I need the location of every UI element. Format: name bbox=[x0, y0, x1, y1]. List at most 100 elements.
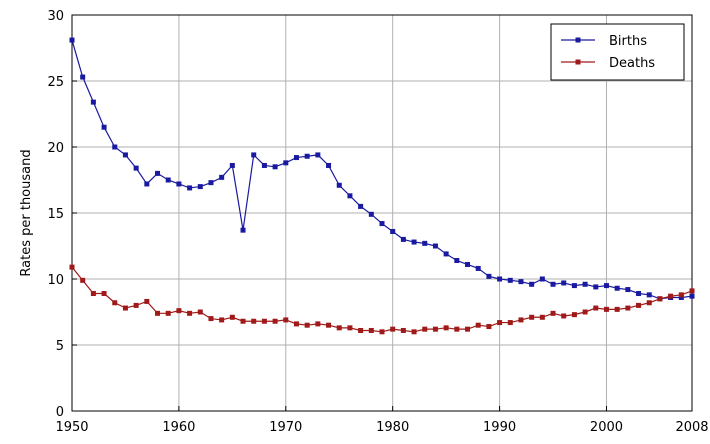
x-tick-label: 2008 bbox=[675, 420, 708, 435]
deaths-point bbox=[69, 264, 75, 270]
deaths-point bbox=[80, 277, 86, 283]
deaths-point bbox=[497, 320, 503, 326]
y-tick-label: 5 bbox=[56, 339, 64, 354]
deaths-point bbox=[219, 317, 225, 323]
deaths-point bbox=[240, 318, 246, 324]
deaths-point bbox=[571, 312, 577, 318]
series-layer bbox=[69, 37, 695, 335]
deaths-point bbox=[326, 322, 332, 328]
births-point bbox=[122, 152, 128, 158]
births-point bbox=[529, 281, 535, 287]
deaths-point bbox=[657, 296, 663, 302]
births-point bbox=[443, 251, 449, 257]
legend: Births Deaths bbox=[550, 23, 685, 81]
y-axis-label: Rates per thousand bbox=[19, 149, 34, 276]
births-point bbox=[454, 258, 460, 264]
births-point bbox=[550, 281, 556, 287]
deaths-series-line bbox=[71, 266, 693, 333]
x-tick-label: 2000 bbox=[590, 420, 623, 435]
births-point bbox=[208, 180, 214, 186]
deaths-point bbox=[208, 316, 214, 322]
deaths-point bbox=[176, 308, 182, 314]
births-point bbox=[229, 162, 235, 168]
deaths-point bbox=[475, 322, 481, 328]
births-point bbox=[593, 284, 599, 290]
births-point bbox=[176, 181, 182, 187]
births-point bbox=[561, 280, 567, 286]
deaths-point bbox=[422, 326, 428, 332]
births-legend-marker bbox=[575, 37, 581, 43]
deaths-point bbox=[582, 309, 588, 315]
births-point bbox=[507, 277, 513, 283]
deaths-point bbox=[400, 327, 406, 333]
births-point bbox=[80, 74, 86, 80]
births-point bbox=[368, 211, 374, 217]
y-tick-label: 20 bbox=[47, 141, 64, 156]
deaths-point bbox=[486, 324, 492, 330]
births-point bbox=[614, 285, 620, 291]
deaths-point bbox=[561, 313, 567, 319]
births-point bbox=[518, 279, 524, 285]
deaths-point bbox=[197, 309, 203, 315]
deaths-point bbox=[529, 314, 535, 320]
births-point bbox=[326, 162, 332, 168]
deaths-point bbox=[636, 302, 642, 308]
x-tick-label: 1990 bbox=[483, 420, 516, 435]
deaths-point bbox=[593, 305, 599, 311]
births-point bbox=[636, 291, 642, 297]
deaths-point bbox=[251, 318, 257, 324]
deaths-point bbox=[101, 291, 107, 297]
deaths-point bbox=[368, 327, 374, 333]
deaths-point bbox=[379, 329, 385, 335]
x-tick-label: 1980 bbox=[376, 420, 409, 435]
births-point bbox=[304, 153, 310, 159]
deaths-point bbox=[390, 326, 396, 332]
births-point bbox=[261, 162, 267, 168]
deaths-point bbox=[283, 317, 289, 323]
deaths-point bbox=[603, 306, 609, 312]
births-point bbox=[497, 276, 503, 282]
births-point bbox=[475, 265, 481, 271]
deaths-point bbox=[347, 325, 353, 331]
y-tick-label: 25 bbox=[47, 75, 64, 90]
births-point bbox=[197, 184, 203, 190]
births-point bbox=[219, 174, 225, 180]
births-point bbox=[465, 261, 471, 267]
births-point bbox=[293, 155, 299, 161]
deaths-legend-marker bbox=[575, 59, 581, 65]
births-point bbox=[347, 193, 353, 199]
x-tick-label: 1970 bbox=[269, 420, 302, 435]
deaths-point bbox=[443, 325, 449, 331]
deaths-point bbox=[518, 317, 524, 323]
deaths-point bbox=[304, 322, 310, 328]
deaths-point bbox=[112, 300, 118, 306]
legend-box bbox=[550, 23, 685, 81]
births-point bbox=[539, 276, 545, 282]
y-tick-label: 10 bbox=[47, 273, 64, 288]
y-tick-label: 15 bbox=[47, 207, 64, 222]
births-point bbox=[411, 239, 417, 245]
births-point bbox=[358, 203, 364, 209]
deaths-point bbox=[90, 291, 96, 297]
deaths-point bbox=[122, 305, 128, 311]
births-point bbox=[486, 273, 492, 279]
deaths-point bbox=[133, 302, 139, 308]
deaths-point bbox=[678, 292, 684, 298]
y-tick-label: 30 bbox=[47, 9, 64, 24]
deaths-point bbox=[411, 329, 417, 335]
births-point bbox=[283, 160, 289, 166]
deaths-point bbox=[293, 321, 299, 327]
births-point bbox=[689, 293, 695, 299]
deaths-point bbox=[465, 326, 471, 332]
deaths-point bbox=[358, 327, 364, 333]
deaths-point bbox=[165, 310, 171, 316]
births-point bbox=[101, 124, 107, 130]
births-point bbox=[432, 243, 438, 249]
deaths-point bbox=[454, 326, 460, 332]
deaths-point bbox=[229, 314, 235, 320]
y-tick-label: 0 bbox=[56, 405, 64, 420]
births-point bbox=[144, 181, 150, 187]
deaths-point bbox=[187, 310, 193, 316]
births-point bbox=[336, 182, 342, 188]
